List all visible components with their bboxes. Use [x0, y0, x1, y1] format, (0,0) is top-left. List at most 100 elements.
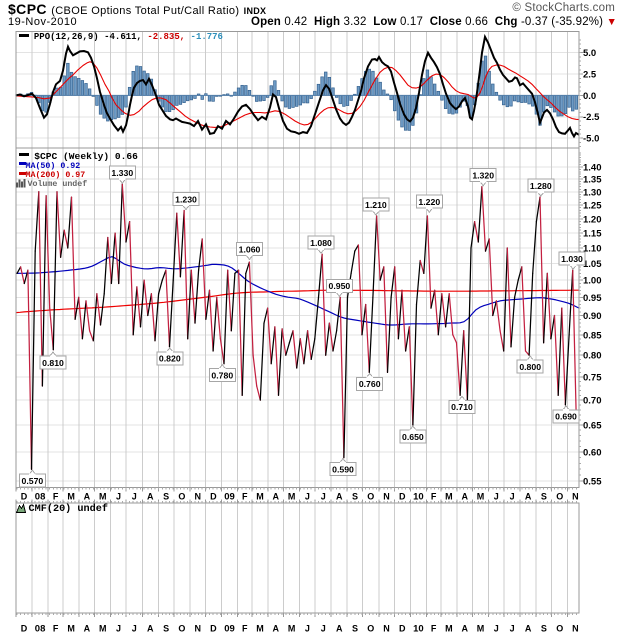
svg-text:O: O — [367, 492, 374, 502]
svg-text:F: F — [53, 492, 59, 502]
svg-text:A: A — [461, 624, 468, 634]
svg-text:F: F — [431, 492, 437, 502]
svg-text:0.0: 0.0 — [583, 91, 596, 102]
svg-text:M: M — [256, 624, 264, 634]
svg-text:J: J — [321, 492, 326, 502]
svg-text:09: 09 — [224, 492, 235, 503]
svg-text:J: J — [494, 624, 499, 634]
svg-text:0.650: 0.650 — [402, 432, 424, 442]
svg-text:J: J — [116, 624, 121, 634]
svg-text:M: M — [477, 492, 485, 502]
svg-text:M: M — [67, 492, 75, 502]
svg-text:D: D — [399, 624, 406, 634]
svg-text:A: A — [84, 624, 91, 634]
svg-text:-5.0: -5.0 — [583, 134, 599, 145]
svg-text:09: 09 — [224, 624, 235, 635]
svg-text:1.320: 1.320 — [472, 171, 494, 181]
svg-text:J: J — [305, 624, 310, 634]
svg-text:A: A — [273, 492, 280, 502]
svg-text:M: M — [288, 492, 296, 502]
svg-text:A: A — [336, 492, 343, 502]
svg-text:D: D — [399, 492, 406, 502]
svg-text:A: A — [273, 624, 280, 634]
svg-text:J: J — [116, 492, 121, 502]
svg-text:M: M — [288, 624, 296, 634]
svg-text:A: A — [336, 624, 343, 634]
svg-text:0.810: 0.810 — [42, 358, 64, 368]
svg-text:1.330: 1.330 — [111, 168, 133, 178]
svg-text:J: J — [510, 624, 515, 634]
svg-text:A: A — [147, 624, 154, 634]
svg-text:5.0: 5.0 — [583, 48, 596, 59]
svg-text:0.710: 0.710 — [451, 402, 473, 412]
svg-text:10: 10 — [413, 624, 424, 635]
svg-text:N: N — [383, 492, 390, 502]
svg-text:D: D — [210, 492, 217, 502]
svg-text:S: S — [541, 624, 547, 634]
svg-text:S: S — [163, 492, 169, 502]
svg-text:1.030: 1.030 — [561, 254, 583, 264]
svg-text:M: M — [99, 492, 107, 502]
svg-text:1.00: 1.00 — [583, 276, 602, 287]
svg-text:S: S — [541, 492, 547, 502]
svg-text:M: M — [445, 624, 453, 634]
svg-text:0.85: 0.85 — [583, 330, 602, 341]
svg-text:1.05: 1.05 — [583, 259, 602, 270]
svg-text:S: S — [352, 624, 358, 634]
svg-text:F: F — [242, 492, 248, 502]
svg-text:J: J — [132, 624, 137, 634]
svg-text:N: N — [383, 624, 390, 634]
svg-text:0.75: 0.75 — [583, 372, 602, 383]
svg-text:0.55: 0.55 — [583, 477, 602, 488]
svg-text:M: M — [256, 492, 264, 502]
svg-text:M: M — [99, 624, 107, 634]
svg-text:1.30: 1.30 — [583, 187, 602, 198]
svg-text:O: O — [178, 492, 185, 502]
svg-text:D: D — [21, 492, 28, 502]
svg-text:0.690: 0.690 — [555, 412, 577, 422]
svg-text:J: J — [321, 624, 326, 634]
svg-text:1.230: 1.230 — [175, 194, 197, 204]
svg-text:N: N — [194, 492, 201, 502]
svg-text:F: F — [242, 624, 248, 634]
svg-text:A: A — [525, 492, 532, 502]
svg-text:0.570: 0.570 — [22, 476, 44, 486]
svg-text:08: 08 — [35, 624, 46, 635]
svg-text:M: M — [477, 624, 485, 634]
svg-text:F: F — [53, 624, 59, 634]
svg-text:1.210: 1.210 — [365, 200, 387, 210]
svg-text:0.90: 0.90 — [583, 311, 602, 322]
svg-text:S: S — [163, 624, 169, 634]
svg-text:0.65: 0.65 — [583, 421, 602, 432]
svg-text:1.35: 1.35 — [583, 175, 602, 186]
svg-text:M: M — [445, 492, 453, 502]
svg-text:0.780: 0.780 — [211, 371, 233, 381]
svg-text:0.950: 0.950 — [329, 281, 351, 291]
svg-text:1.060: 1.060 — [239, 244, 261, 254]
svg-text:2.5: 2.5 — [583, 70, 597, 81]
svg-text:J: J — [494, 492, 499, 502]
svg-text:F: F — [431, 624, 437, 634]
svg-text:O: O — [556, 492, 563, 502]
svg-text:0.760: 0.760 — [359, 379, 381, 389]
svg-text:1.080: 1.080 — [310, 238, 332, 248]
svg-text:0.80: 0.80 — [583, 351, 602, 362]
svg-text:0.590: 0.590 — [332, 464, 354, 474]
svg-text:M: M — [67, 624, 75, 634]
svg-text:1.220: 1.220 — [418, 197, 440, 207]
svg-text:S: S — [352, 492, 358, 502]
svg-text:O: O — [556, 624, 563, 634]
svg-text:-2.5: -2.5 — [583, 112, 600, 123]
svg-text:N: N — [194, 624, 201, 634]
svg-text:1.25: 1.25 — [583, 201, 602, 212]
svg-text:10: 10 — [413, 492, 424, 503]
svg-text:D: D — [21, 624, 28, 634]
svg-text:0.820: 0.820 — [159, 354, 181, 364]
svg-text:N: N — [572, 492, 579, 502]
svg-text:A: A — [147, 492, 154, 502]
svg-text:D: D — [210, 624, 217, 634]
svg-text:A: A — [84, 492, 91, 502]
svg-text:1.10: 1.10 — [583, 244, 602, 255]
svg-text:J: J — [132, 492, 137, 502]
svg-text:0.800: 0.800 — [519, 362, 541, 372]
